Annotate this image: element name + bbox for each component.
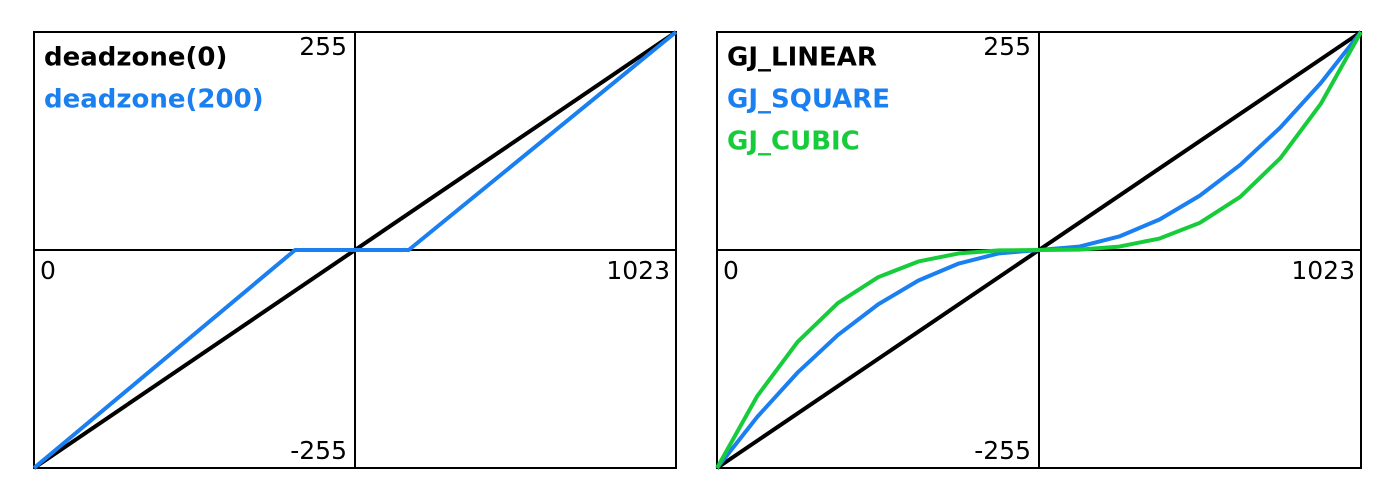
legend-label: GJ_SQUARE: [727, 85, 890, 115]
line-series: [32, 30, 678, 470]
x-tick-label: 1023: [1291, 256, 1355, 285]
legend-label: deadzone(0): [44, 43, 227, 73]
x-tick-label: 0: [723, 256, 739, 285]
x-tick-label: 0: [40, 256, 56, 285]
line-series: [715, 31, 1363, 469]
y-tick-label: 255: [299, 32, 347, 61]
legend-label: GJ_LINEAR: [727, 43, 877, 73]
legend-label: deadzone(200): [44, 85, 264, 115]
x-tick-label: 1023: [606, 256, 670, 285]
y-tick-label: 255: [983, 32, 1031, 61]
y-tick-label: -255: [974, 436, 1031, 465]
legend-label: GJ_CUBIC: [727, 127, 860, 157]
y-tick-label: -255: [290, 436, 347, 465]
